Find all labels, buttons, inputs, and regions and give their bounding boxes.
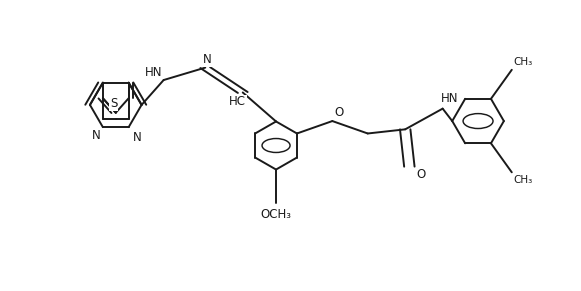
- Text: CH₃: CH₃: [514, 58, 533, 68]
- Text: N: N: [133, 131, 142, 143]
- Text: HN: HN: [145, 65, 163, 79]
- Text: HC: HC: [229, 95, 246, 108]
- Text: O: O: [417, 168, 425, 181]
- Text: OCH₃: OCH₃: [260, 208, 292, 221]
- Text: N: N: [92, 129, 101, 143]
- Text: CH₃: CH₃: [514, 175, 533, 184]
- Text: N: N: [203, 53, 211, 66]
- Text: HN: HN: [441, 92, 458, 105]
- Text: S: S: [110, 97, 117, 110]
- Text: O: O: [335, 106, 344, 119]
